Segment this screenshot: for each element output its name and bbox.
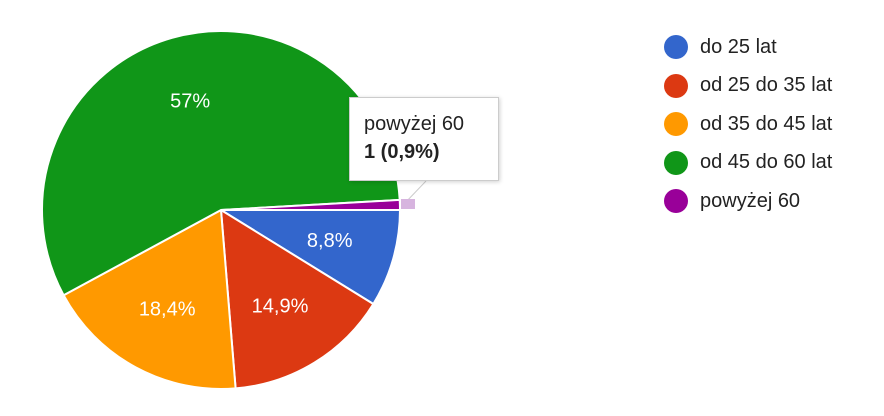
legend-label: powyżej 60 — [700, 189, 801, 212]
legend-swatch — [664, 112, 688, 137]
tooltip-title: powyżej 60 — [364, 113, 465, 135]
pie-slice[interactable] — [219, 208, 375, 390]
legend: do 25 lat od 25 do 35 lat od 35 do 45 la… — [664, 28, 832, 221]
legend-swatch — [664, 150, 688, 175]
legend-item[interactable]: od 25 do 35 lat — [664, 67, 832, 106]
pie-slice[interactable] — [220, 198, 402, 211]
legend-swatch — [664, 35, 688, 60]
slice-labels: 8,8% 14,9% 18,4% 57% — [139, 90, 353, 320]
legend-label: do 25 lat — [700, 35, 777, 58]
tooltip-value: 1 (0,9%) — [364, 141, 440, 163]
legend-item[interactable]: do 25 lat — [664, 28, 832, 67]
legend-item[interactable]: od 45 do 60 lat — [664, 144, 832, 183]
tooltip: powyżej 60 1 (0,9%) — [349, 97, 499, 181]
pie-slice[interactable] — [217, 209, 402, 306]
hover-highlight-marker — [401, 199, 415, 209]
legend-label: od 25 do 35 lat — [700, 74, 833, 97]
slice-label: 14,9% — [252, 295, 309, 317]
slice-label: 18,4% — [139, 298, 196, 320]
pie-slices — [41, 30, 402, 390]
legend-label: od 35 do 45 lat — [700, 112, 833, 135]
slice-label: 8,8% — [307, 230, 353, 252]
legend-swatch — [664, 189, 688, 214]
pie-slice[interactable] — [62, 208, 237, 390]
legend-item[interactable]: powyżej 60 — [664, 182, 832, 221]
legend-item[interactable]: od 35 do 45 lat — [664, 105, 832, 144]
legend-swatch — [664, 73, 688, 98]
legend-label: od 45 do 60 lat — [700, 151, 833, 174]
slice-label: 57% — [170, 90, 210, 112]
